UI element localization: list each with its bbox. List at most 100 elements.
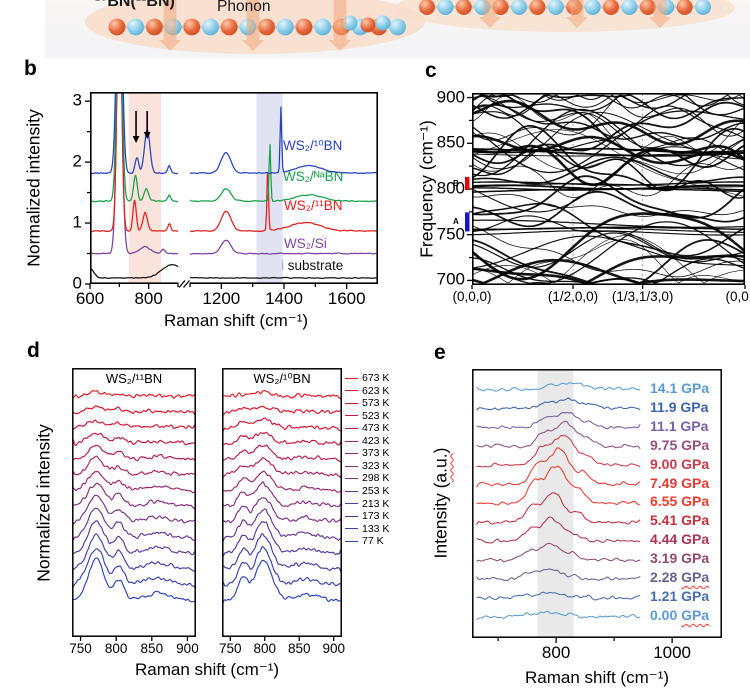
legend-temperature-label: 523 K [362, 409, 390, 422]
legend-temperature-label: 423 K [362, 434, 390, 447]
legend-temperature-label: 323 K [362, 459, 390, 472]
panel-d-plot-0 [72, 368, 196, 641]
panel-c-ylabel: Frequency (cm⁻¹) [416, 120, 437, 258]
legend-line-swatch [345, 528, 358, 530]
legend-line-swatch [345, 453, 358, 455]
legend-line-swatch [345, 503, 358, 505]
pressure-value: 11.1 [650, 417, 681, 434]
panel-letter-d: d [27, 339, 40, 362]
legend-line-swatch [345, 402, 358, 404]
b-xtick-1200: 1200 [202, 289, 241, 308]
e-pressure-label-11.9: 11.9 GPa [650, 400, 708, 414]
e-pressure-label-1.21: 1.21 GPa [650, 589, 709, 603]
c-xtick-2: (1/3,1/3,0) [611, 289, 674, 304]
legend-temperature-label: 673 K [362, 372, 390, 384]
c-ytick-750: 750 [436, 224, 465, 244]
pressure-unit: GPa [681, 380, 710, 396]
c-ytick-800: 800 [436, 178, 465, 198]
e-pressure-label-9.00: 9.00 GPa [650, 457, 709, 471]
e-xtick-1000: 1000 [653, 643, 692, 662]
panel-d-xlabel: Raman shift (cm⁻¹) [134, 660, 280, 679]
panel-b-xlabel: Raman shift (cm⁻¹) [163, 311, 309, 330]
legend-line-swatch [345, 390, 358, 392]
d-legend-item-133K: 133 K [345, 524, 389, 535]
e-pressure-label-3.19: 3.19 GPa [650, 551, 709, 565]
e-pressure-label-0.00: 0.00 GPa [650, 608, 709, 622]
d-legend-item-253K: 253 K [345, 486, 389, 497]
d-xtick-1-750: 750 [219, 641, 242, 656]
d-legend-item-373K: 373 K [345, 448, 389, 459]
bn-isotope-label: ¹⁰BN(¹¹BN) [95, 0, 175, 10]
panel-d-ylabel: Normalized intensity [33, 424, 54, 582]
phonon-label: Phonon [217, 0, 271, 15]
legend-temperature-label: 623 K [362, 384, 390, 397]
c-xtick-0: (0,0,0) [452, 289, 492, 304]
panel-letter-c: c [425, 59, 437, 82]
d-legend-item-298K: 298 K [345, 473, 389, 484]
d-legend-item-623K: 623 K [345, 386, 389, 397]
e-pressure-label-2.28: 2.28 GPa [650, 570, 709, 584]
pressure-value: 6.55 [650, 493, 682, 510]
d-legend-item-213K: 213 K [345, 498, 389, 510]
pressure-value: 1.21 [650, 587, 682, 604]
d-legend-item-173K: 173 K [345, 511, 389, 522]
panel-b-plot [85, 92, 378, 289]
e-pressure-label-14.1: 14.1 GPa [650, 381, 709, 395]
pressure-value: 0.00 [650, 606, 682, 623]
b-ytick-3: 3 [72, 90, 82, 110]
pressure-value: 9.00 [650, 455, 682, 472]
d-legend-item-523K: 523 K [345, 411, 389, 422]
pressure-unit: GPa [680, 398, 709, 415]
b-ytick-0: 0 [72, 273, 82, 293]
d-xtick-0-750: 750 [69, 641, 92, 656]
atom-chain-graphic [85, 0, 735, 54]
pressure-unit: GPa [681, 550, 710, 567]
e-pressure-label-9.75: 9.75 GPa [650, 438, 709, 452]
c-ytick-850: 850 [436, 132, 465, 152]
pressure-unit: GPa [681, 474, 710, 491]
pressure-unit: GPa [681, 455, 710, 472]
panel-letter-e: e [434, 341, 446, 364]
pressure-value: 5.41 [650, 512, 682, 529]
legend-line-swatch [345, 465, 358, 467]
legend-temperature-label: 173 K [362, 510, 390, 523]
b-xtick-800: 800 [134, 289, 163, 308]
pressure-value: 3.19 [650, 550, 682, 567]
legend-temperature-label: 573 K [362, 397, 390, 410]
pressure-unit: GPa [681, 587, 710, 604]
b-xtick-1400: 1400 [265, 289, 303, 308]
c-ytick-900: 900 [436, 87, 465, 107]
legend-temperature-label: 77 K [362, 535, 384, 548]
panel-e-plot [472, 369, 722, 643]
e-pressure-label-7.49: 7.49 GPa [650, 476, 709, 490]
panel-b-ylabel: Normalized intensity [23, 109, 44, 267]
b-ytick-1: 1 [72, 212, 82, 232]
pressure-unit: GPa [681, 531, 710, 548]
d-legend-item-323K: 323 K [345, 461, 389, 472]
panel-c-plot [465, 93, 746, 289]
d-xtick-1-850: 850 [287, 641, 311, 656]
series-label-si-substrate: Si substrate [272, 258, 344, 273]
pressure-unit: GPa [680, 417, 709, 434]
panel-e-xlabel: Raman shift (cm⁻¹) [524, 668, 670, 687]
legend-line-swatch [345, 377, 358, 379]
pressure-unit: GPa [681, 493, 710, 510]
panel-d-plot-1 [222, 368, 342, 641]
pressure-unit: GPa [681, 569, 710, 585]
series-label-ws2-nabn: WS₂/ᴺᵃBN [283, 169, 344, 184]
legend-line-swatch [345, 540, 358, 542]
e-xtick-800: 800 [541, 643, 571, 662]
d-legend-item-673K: 673 K [345, 373, 389, 384]
pressure-value: 14.1 [650, 380, 682, 396]
legend-temperature-label: 373 K [362, 447, 390, 460]
pressure-value: 11.9 [650, 398, 681, 415]
d-xtick-0-900: 900 [176, 641, 199, 656]
subplot-title-ws2-11bn: WS₂/¹¹BN [105, 371, 163, 386]
d-xtick-1-900: 900 [322, 641, 345, 656]
legend-temperature-label: 298 K [362, 472, 390, 485]
d-legend-item-423K: 423 K [345, 436, 389, 447]
pressure-unit: GPa [681, 512, 710, 529]
d-legend-item-573K: 573 K [345, 398, 389, 409]
pressure-unit: GPa [681, 436, 710, 453]
